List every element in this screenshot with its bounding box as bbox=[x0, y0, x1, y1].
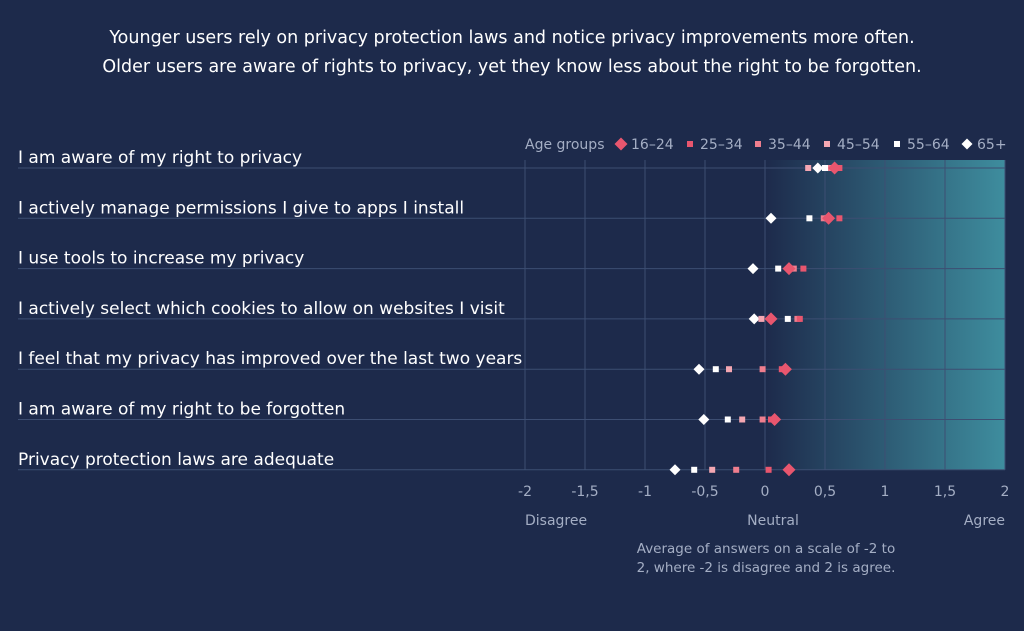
data-point-square bbox=[759, 366, 766, 373]
legend-label: 16–24 bbox=[631, 137, 674, 153]
x-tick-label: 1 bbox=[881, 484, 890, 500]
data-point-square bbox=[733, 466, 740, 473]
category-label: Privacy protection laws are adequate bbox=[18, 450, 334, 470]
x-tick-label: 0 bbox=[761, 484, 770, 500]
category-label: I actively select which cookies to allow… bbox=[18, 299, 505, 319]
x-tick-label: 0,5 bbox=[814, 484, 836, 500]
data-point-square bbox=[726, 366, 732, 373]
data-point-diamond bbox=[698, 414, 710, 425]
x-tick-label: -1,5 bbox=[571, 484, 598, 500]
data-point-diamond bbox=[768, 413, 782, 426]
data-point-diamond bbox=[765, 212, 777, 224]
data-point-square bbox=[712, 366, 719, 373]
data-point-diamond bbox=[822, 211, 836, 225]
data-point-diamond bbox=[782, 463, 796, 477]
x-tick-label: -0,5 bbox=[691, 484, 718, 500]
category-label: I am aware of my right to be forgotten bbox=[18, 400, 345, 420]
legend-title: Age groups bbox=[525, 137, 604, 153]
x-anchor-disagree: Disagree bbox=[525, 513, 587, 529]
legend-label: 65+ bbox=[977, 137, 1007, 153]
data-point-square bbox=[709, 466, 716, 473]
x-anchor-agree: Agree bbox=[964, 513, 1005, 529]
data-point-square bbox=[758, 315, 765, 322]
legend-label: 45–54 bbox=[837, 137, 880, 153]
data-point-diamond bbox=[747, 263, 759, 275]
legend-marker bbox=[961, 138, 973, 150]
data-point-diamond bbox=[693, 363, 705, 375]
category-label: I actively manage permissions I give to … bbox=[18, 198, 464, 218]
legend-marker bbox=[614, 137, 628, 151]
legend-marker bbox=[755, 141, 761, 147]
chart-title-line-1: Younger users rely on privacy protection… bbox=[109, 28, 915, 48]
chart-title-line-2: Older users are aware of rights to priva… bbox=[102, 57, 922, 77]
legend-marker bbox=[687, 141, 693, 147]
x-axis-note: Average of answers on a scale of -2 to bbox=[637, 541, 895, 557]
category-label: I feel that my privacy has improved over… bbox=[18, 349, 522, 369]
data-point-square bbox=[691, 466, 698, 473]
category-label: I use tools to increase my privacy bbox=[18, 249, 304, 269]
x-axis-note: 2, where -2 is disagree and 2 is agree. bbox=[637, 560, 896, 576]
legend-label: 55–64 bbox=[907, 137, 950, 153]
data-point-diamond bbox=[812, 162, 824, 174]
data-point-square bbox=[806, 215, 813, 222]
data-point-square bbox=[800, 265, 807, 272]
data-point-diamond bbox=[828, 161, 842, 175]
x-tick-label: 2 bbox=[1001, 484, 1010, 500]
x-tick-label: 1,5 bbox=[934, 484, 956, 500]
data-point-diamond bbox=[782, 262, 796, 276]
data-point-square bbox=[836, 215, 843, 222]
data-point-diamond bbox=[764, 312, 778, 326]
data-point-diamond bbox=[778, 362, 792, 376]
data-point-square bbox=[784, 315, 791, 322]
legend-label: 25–34 bbox=[700, 137, 743, 153]
data-point-square bbox=[765, 466, 772, 473]
x-tick-label: -1 bbox=[638, 484, 652, 500]
data-point-square bbox=[822, 165, 828, 171]
data-point-square bbox=[759, 416, 766, 423]
data-point-diamond bbox=[669, 464, 681, 476]
x-anchor-neutral: Neutral bbox=[747, 513, 799, 529]
data-point-square bbox=[775, 265, 782, 272]
data-point-square bbox=[724, 416, 731, 423]
legend-marker bbox=[824, 141, 830, 147]
data-point-square bbox=[739, 416, 746, 423]
data-point-square bbox=[805, 165, 812, 171]
category-label: I am aware of my right to privacy bbox=[18, 148, 302, 168]
legend-marker bbox=[894, 141, 900, 147]
data-point-square bbox=[796, 315, 803, 322]
x-tick-label: -2 bbox=[518, 484, 532, 500]
legend-label: 35–44 bbox=[768, 137, 811, 153]
data-point-diamond bbox=[748, 313, 760, 325]
